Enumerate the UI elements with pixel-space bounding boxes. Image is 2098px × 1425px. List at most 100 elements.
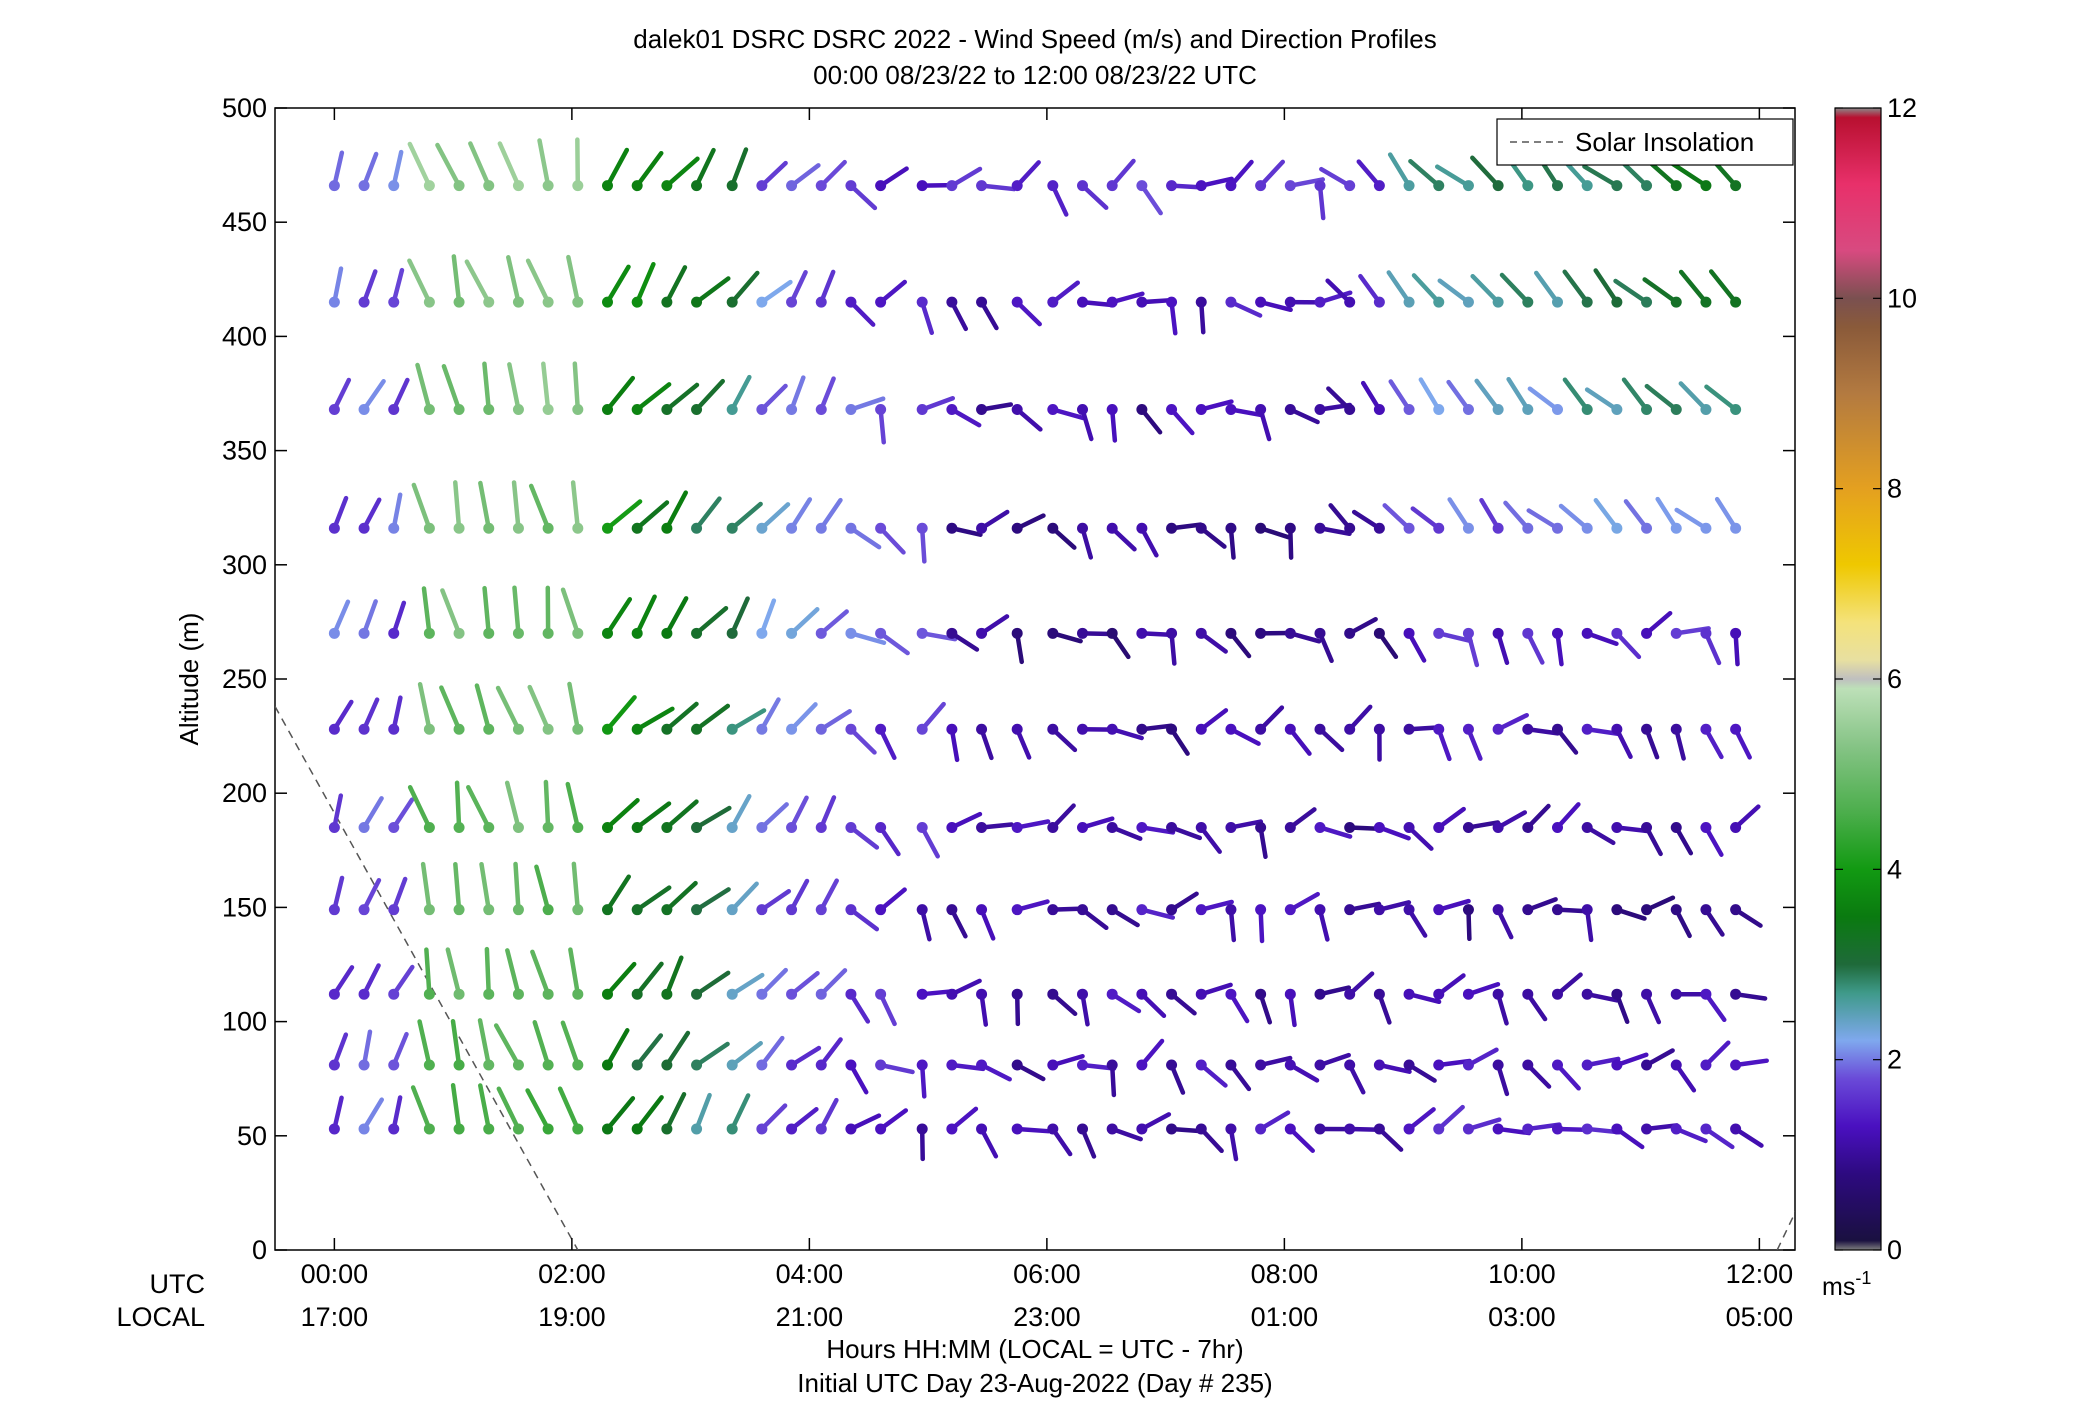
x-axis-label-2: Initial UTC Day 23-Aug-2022 (Day # 235) — [797, 1368, 1272, 1398]
wind-barb-dot — [1284, 988, 1296, 1000]
wind-barb-dot — [1166, 723, 1178, 735]
wind-barb-shaft — [361, 378, 386, 412]
wind-barb-shaft — [420, 861, 432, 912]
colorbar-tick-label: 12 — [1887, 93, 1917, 123]
wind-barb-shaft — [1534, 270, 1560, 305]
wind-barb-dot — [976, 180, 988, 192]
wind-barb-dot — [1077, 403, 1088, 415]
wind-barb-shaft — [634, 261, 656, 305]
wind-barb-dot — [1462, 627, 1474, 639]
wind-barb-shaft — [819, 376, 836, 412]
wind-barb-dot — [1314, 723, 1326, 735]
wind-barb-shaft — [848, 726, 877, 755]
wind-barb-dot — [1462, 180, 1474, 192]
wind-barb-dot — [1166, 296, 1178, 308]
wind-barb-dot — [1700, 627, 1712, 639]
wind-barb-shaft — [729, 596, 750, 636]
solar-insolation-line — [1776, 1211, 1795, 1250]
wind-barb-dot — [1641, 904, 1653, 916]
wind-barb-dot — [542, 1123, 554, 1135]
wind-barb-dot — [786, 180, 798, 192]
wind-barb-dot — [453, 988, 465, 1000]
wind-barb-shaft — [451, 254, 462, 305]
wind-barb-dot — [453, 821, 465, 833]
wind-barb-dot — [388, 403, 400, 415]
wind-barb-dot — [1106, 904, 1118, 916]
wind-barb-dot — [1552, 180, 1563, 192]
wind-barb-dot — [1314, 627, 1326, 639]
wind-barb-shaft — [1527, 386, 1560, 412]
wind-barb-shaft — [694, 887, 731, 912]
wind-barb-dot — [1195, 988, 1207, 1000]
wind-barb-dot — [1314, 403, 1326, 415]
wind-barb-shaft — [468, 141, 491, 188]
wind-barb-shaft — [634, 594, 657, 636]
y-tick-label: 500 — [222, 93, 267, 123]
wind-barb-dot — [845, 522, 857, 534]
wind-barb-shaft — [694, 378, 725, 412]
wind-barb-dot — [815, 403, 827, 415]
wind-barb-dot — [1225, 180, 1237, 192]
wind-barb-shaft — [1139, 183, 1163, 216]
wind-barb-dot — [1641, 723, 1653, 735]
wind-barb-dot — [1166, 522, 1178, 534]
wind-barb-shaft — [1408, 158, 1441, 188]
wind-barb-dot — [1462, 821, 1474, 833]
wind-barb-shaft — [729, 270, 760, 305]
wind-barb-dot — [483, 296, 495, 308]
wind-barb-dot — [328, 180, 340, 192]
wind-barb-dot — [756, 1123, 768, 1135]
wind-barb-dot — [1011, 988, 1023, 1000]
wind-barb-shaft — [511, 480, 521, 531]
wind-barb-dot — [483, 988, 495, 1000]
wind-barb-dot — [512, 296, 524, 308]
wind-barb-dot — [1730, 988, 1742, 1000]
wind-barb-dot — [1136, 904, 1148, 916]
wind-barb-shaft — [1474, 378, 1501, 412]
wind-barb-shaft — [453, 480, 462, 531]
wind-barb-shaft — [1506, 376, 1531, 412]
wind-barb-dot — [512, 821, 524, 833]
wind-barb-dot — [1700, 180, 1712, 192]
wind-barb-dot — [1195, 180, 1207, 192]
wind-barb-shaft — [445, 947, 462, 997]
wind-barb-dot — [1403, 1059, 1415, 1071]
wind-barb-dot — [388, 1059, 400, 1071]
wind-barb-dot — [1314, 904, 1326, 916]
wind-barb-dot — [602, 821, 613, 833]
wind-barb-dot — [542, 522, 554, 534]
wind-barb-shaft — [417, 681, 432, 732]
wind-barb-dot — [946, 522, 958, 534]
wind-barb-dot — [423, 180, 435, 192]
wind-barb-shaft — [332, 599, 351, 636]
wind-barb-dot — [1552, 1059, 1563, 1071]
wind-barb-dot — [946, 988, 958, 1000]
wind-barb-dot — [1403, 821, 1415, 833]
wind-barb-shaft — [513, 861, 521, 912]
wind-barb-dot — [602, 180, 613, 192]
wind-barb-dot — [815, 988, 827, 1000]
wind-barb-dot — [1670, 1059, 1682, 1071]
wind-barb-dot — [946, 723, 958, 735]
y-axis: 0 50 100 150 200 250 300 350 400 450 500 — [222, 93, 1795, 1265]
wind-barb-dot — [1522, 296, 1534, 308]
wind-barb-shaft — [1584, 387, 1620, 412]
wind-barb-shaft — [543, 779, 551, 830]
wind-barb-dot — [358, 522, 370, 534]
wind-barb-dot — [572, 1059, 584, 1071]
wind-barb-shaft — [450, 1083, 462, 1132]
wind-barb-dot — [542, 403, 554, 415]
wind-barb-dot — [1492, 522, 1504, 534]
wind-barb-dot — [1700, 403, 1712, 415]
wind-barb-shaft — [560, 587, 581, 636]
wind-barb-shaft — [424, 947, 432, 997]
wind-barb-dot — [1225, 296, 1237, 308]
wind-barb-dot — [786, 296, 798, 308]
wind-barb-dot — [691, 180, 703, 192]
wind-barb-dot — [1314, 988, 1326, 1000]
wind-barb-shaft — [361, 1097, 384, 1132]
wind-barb-dot — [845, 1123, 857, 1135]
wind-barb-dot — [1195, 403, 1207, 415]
wind-barb-shaft — [848, 526, 882, 550]
wind-barb-dot — [1314, 180, 1326, 192]
